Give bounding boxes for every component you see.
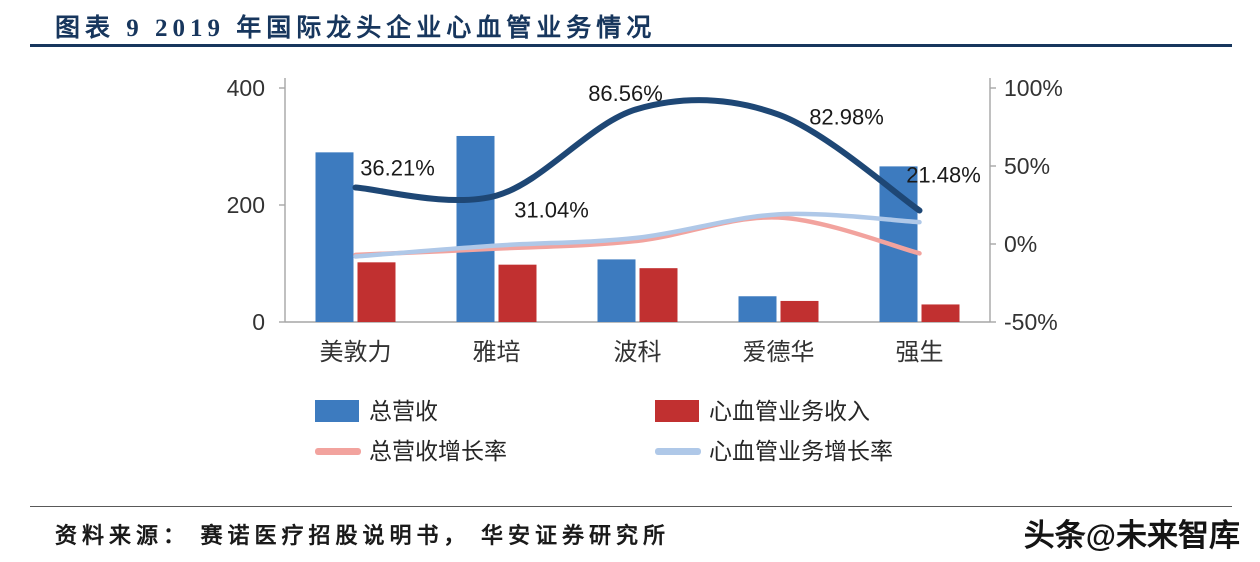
x-axis-category-label: 美敦力 bbox=[320, 339, 392, 366]
left-axis-tick-label: 0 bbox=[252, 309, 265, 335]
right-axis-tick-label: 0% bbox=[1004, 231, 1037, 257]
bar-cardio-revenue bbox=[921, 304, 960, 322]
share-data-label: 21.48% bbox=[906, 162, 981, 187]
legend-swatch-line bbox=[655, 448, 701, 455]
cardio-growth-line bbox=[353, 211, 922, 259]
legend-label: 心血管业务收入 bbox=[709, 398, 870, 424]
title-underline bbox=[30, 44, 1232, 47]
footer-divider bbox=[30, 506, 1232, 507]
legend-swatch-bar bbox=[315, 400, 359, 422]
legend-swatch-bar bbox=[655, 400, 699, 422]
figure-title: 图表 9 2019 年国际龙头企业心血管业务情况 bbox=[55, 15, 657, 42]
legend-label: 总营收 bbox=[369, 398, 438, 424]
left-axis-tick-label: 400 bbox=[227, 75, 265, 101]
x-axis-category-label: 雅培 bbox=[473, 339, 521, 366]
source-label: 资料来源： bbox=[55, 523, 191, 548]
share-data-label: 82.98% bbox=[809, 105, 884, 130]
source-text: 赛诺医疗招股说明书， 华安证券研究所 bbox=[190, 523, 671, 548]
share-data-label: 86.56% bbox=[588, 81, 663, 106]
x-axis-category-label: 强生 bbox=[896, 339, 944, 366]
cardio-share-line bbox=[352, 97, 923, 214]
right-axis-tick-label: 50% bbox=[1004, 153, 1050, 179]
x-axis-category-label: 爱德华 bbox=[743, 339, 815, 366]
share-data-label: 36.21% bbox=[360, 156, 435, 181]
right-axis-tick-label: 100% bbox=[1004, 75, 1063, 101]
legend-label: 总营收增长率 bbox=[369, 438, 507, 464]
bar-cardio-revenue bbox=[639, 268, 678, 322]
bar-total-revenue bbox=[456, 135, 495, 322]
source-note: 资料来源： 赛诺医疗招股说明书， 华安证券研究所 bbox=[55, 518, 670, 550]
watermark: 头条@未来智库 bbox=[1023, 518, 1240, 553]
bar-cardio-revenue bbox=[357, 262, 396, 322]
legend-swatch-line bbox=[315, 448, 361, 455]
share-data-label: 31.04% bbox=[514, 198, 589, 223]
bar-total-revenue bbox=[315, 152, 354, 322]
bar-total-revenue bbox=[738, 296, 777, 322]
left-axis-tick-label: 200 bbox=[227, 192, 265, 218]
bar-cardio-revenue bbox=[780, 300, 819, 322]
x-axis-category-label: 波科 bbox=[614, 339, 662, 366]
bar-total-revenue bbox=[597, 259, 636, 322]
right-axis-tick-label: -50% bbox=[1004, 309, 1058, 335]
legend-label: 心血管业务增长率 bbox=[709, 438, 893, 464]
bar-cardio-revenue bbox=[498, 264, 537, 322]
